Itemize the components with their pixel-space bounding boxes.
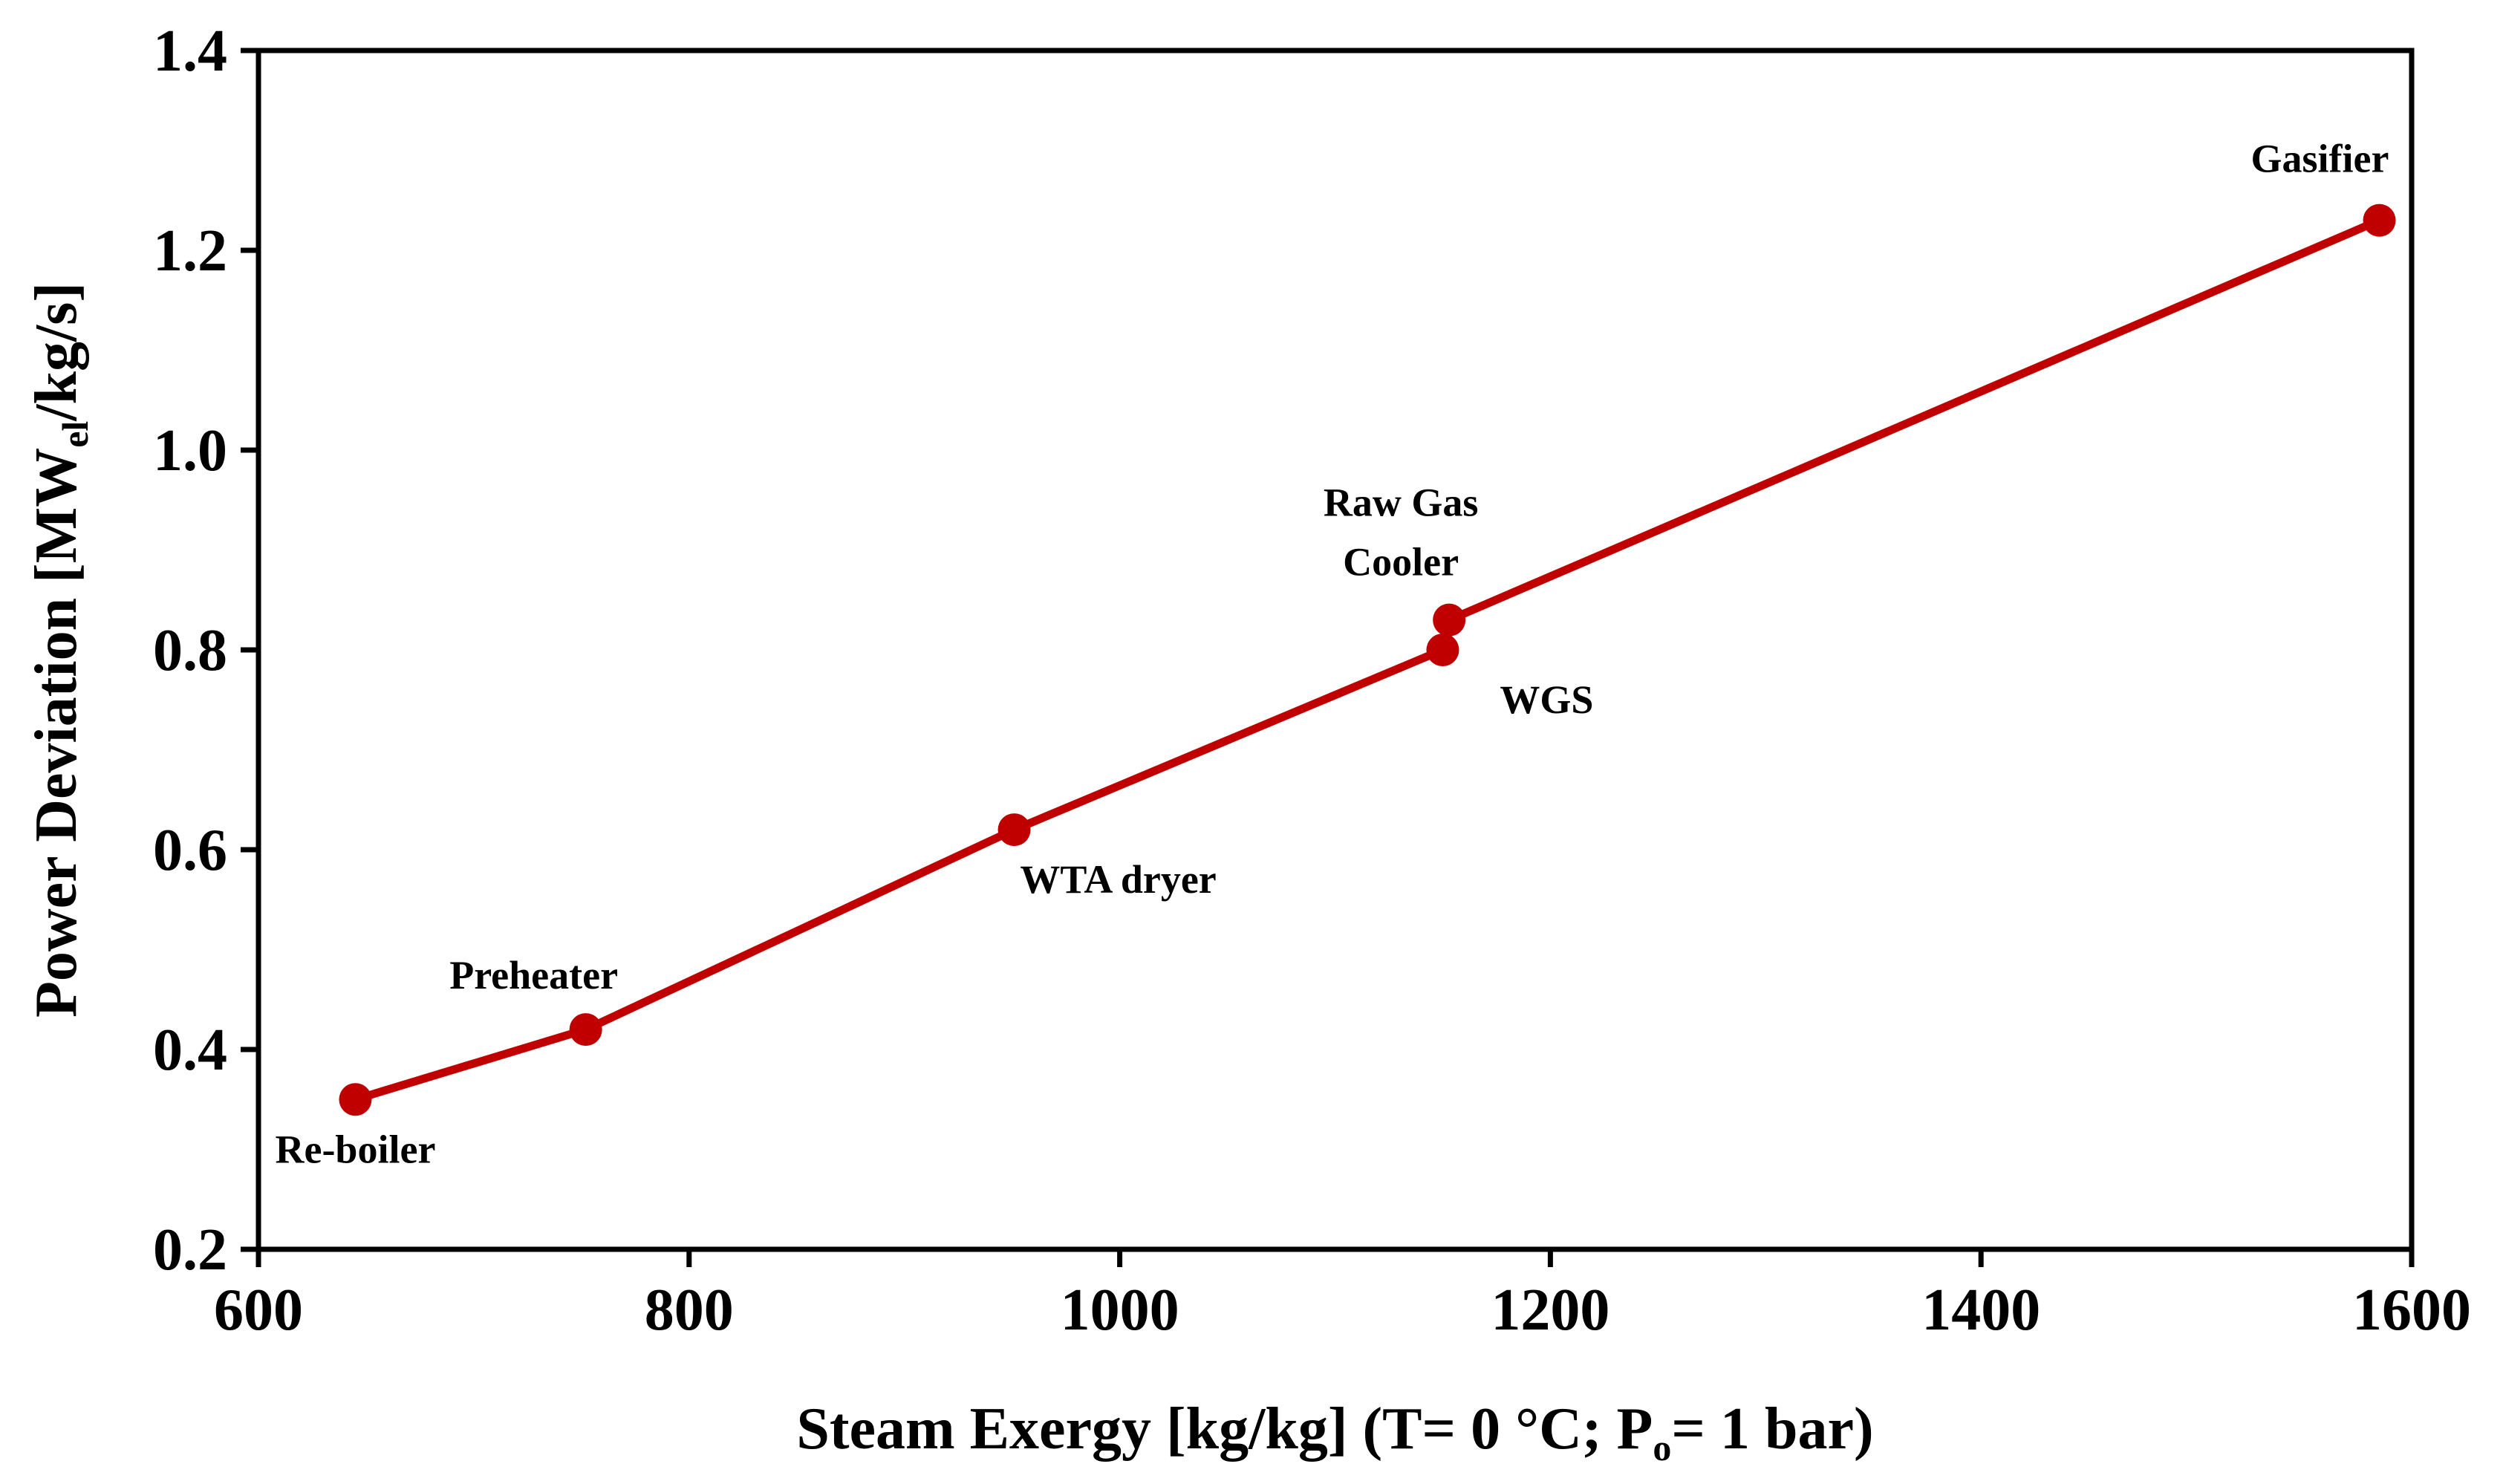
point-labels: Re-boiler Preheater WTA dryer WGS Raw Gas Coo… — [275, 137, 2389, 1172]
data-point — [1426, 634, 1459, 666]
y-axis-title: Power Deviation [MWel/kg/s] — [24, 282, 96, 1018]
series-line — [354, 216, 2381, 1104]
x-tick-label: 1000 — [1061, 1278, 1179, 1343]
y-axis-ticks: 0.2 0.4 0.6 0.8 1.0 1.2 1.4 — [153, 19, 258, 1283]
y-tick-label: 1.2 — [153, 218, 227, 284]
x-tick-label: 1200 — [1491, 1278, 1609, 1343]
y-tick-label: 1.4 — [153, 19, 227, 84]
point-label: WTA dryer — [1020, 857, 1216, 902]
y-tick-label: 0.4 — [153, 1018, 227, 1083]
y-tick-label: 0.6 — [153, 818, 227, 883]
point-label: WGS — [1500, 677, 1593, 722]
y-axis-title-subscript: el — [54, 421, 96, 448]
point-label: Re-boiler — [275, 1127, 435, 1171]
x-axis-title-tail: = 1 bar) — [1671, 1396, 1873, 1462]
x-tick-label: 1600 — [2352, 1278, 2471, 1343]
x-axis-ticks: 600 800 1000 1200 1400 1600 — [214, 1249, 2471, 1343]
data-point — [1433, 603, 1466, 637]
data-point — [339, 1083, 372, 1116]
x-axis-title-subscript: o — [1653, 1427, 1671, 1468]
y-axis-title-tail: /kg/s] — [24, 282, 89, 422]
data-point — [997, 813, 1031, 847]
data-point — [2363, 204, 2396, 237]
x-axis-title-main: Steam Exergy [kg/kg] (T= 0 °C; P — [796, 1396, 1653, 1462]
point-label: Cooler — [1343, 540, 1459, 585]
x-tick-label: 800 — [645, 1278, 734, 1343]
y-tick-label: 0.8 — [153, 618, 227, 683]
data-point — [569, 1013, 602, 1047]
x-tick-label: 600 — [214, 1278, 303, 1343]
plot-frame — [255, 48, 2415, 1252]
x-axis-title: Steam Exergy [kg/kg] (T= 0 °C; Po= 1 bar… — [796, 1396, 1873, 1468]
point-label: Raw Gas — [1324, 481, 1479, 525]
y-axis-title-main: Power Deviation [MW — [24, 448, 89, 1018]
series-group — [339, 204, 2396, 1116]
point-label: Gasifier — [2251, 137, 2389, 181]
y-tick-label: 1.0 — [153, 418, 227, 484]
x-tick-label: 1400 — [1921, 1278, 2040, 1343]
point-label: Preheater — [449, 953, 618, 998]
y-tick-label: 0.2 — [153, 1217, 227, 1283]
